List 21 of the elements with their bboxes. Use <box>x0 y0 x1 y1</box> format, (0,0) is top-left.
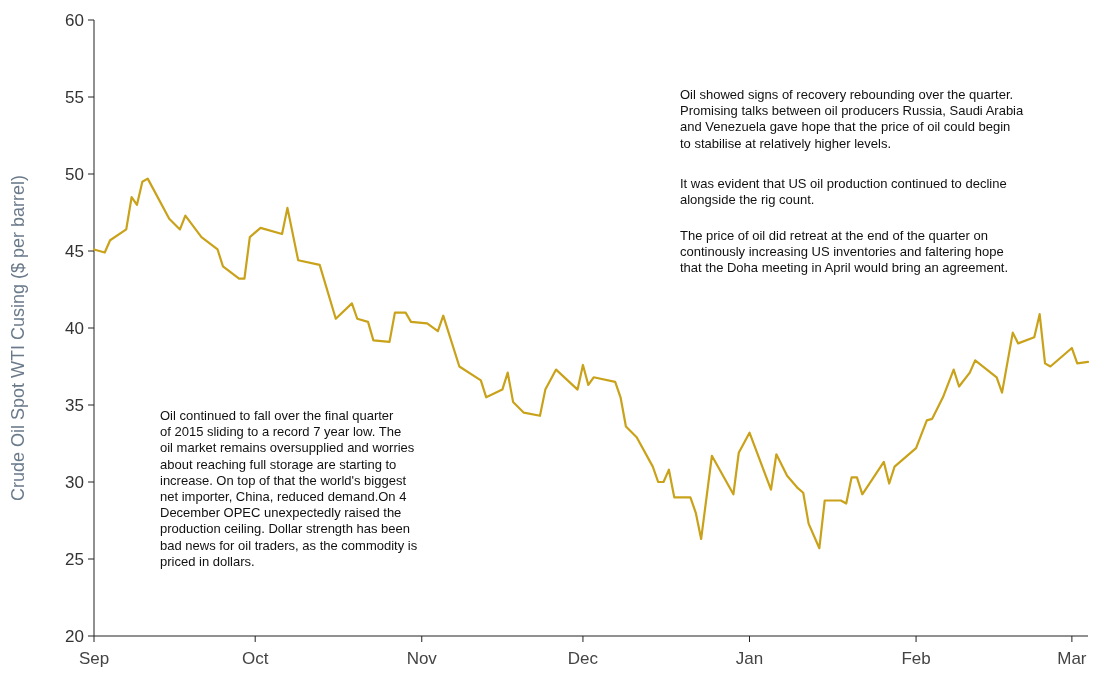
x-tick-label: Jan <box>735 649 764 668</box>
x-tick-label: Sep <box>78 649 110 668</box>
y-tick-label: 35 <box>65 395 84 415</box>
x-tick-label: Oct <box>241 649 269 668</box>
y-tick-label: 50 <box>65 164 84 184</box>
y-tick-label: 45 <box>65 241 84 261</box>
text: Oil continued to fall over the final quarter of 2015 sliding to a record 7 year low. The oil market remains oversupplied and worries about reaching full storage are starting to increase. On top of that the world's biggest net importer, China, reduced demand.On 4 December OPEC unexpectedly raised the production ceiling. Dollar strength has been bad news for oil traders, as the commodity is priced in dollars. <box>160 408 418 569</box>
x-tick-label: Dec <box>567 649 599 668</box>
y-tick-label: 20 <box>65 626 84 646</box>
y-tick-label: 55 <box>65 87 84 107</box>
x-tick-label: Nov <box>406 649 438 668</box>
y-tick-label: 30 <box>65 472 84 492</box>
y-axis-title: Crude Oil Spot WTI Cusing ($ per barrel) <box>8 174 28 502</box>
annotation: Oil showed signs of recovery rebounding over the quarter. Promising talks between oil producers Russia, Saudi Arabia and Venezuela gave hope that the price of oil could begin to stabilise at relatively higher levels. <box>680 87 1024 151</box>
x-tick-label: Mar <box>1057 649 1087 668</box>
x-tick-label: Feb <box>901 649 931 668</box>
annotation: It was evident that US oil production continued to decline alongside the rig count. <box>680 176 1007 208</box>
annotation: The price of oil did retreat at the end of the quarter on continously increasing US inventories and faltering hope that the Doha meeting in April would bring an agreement. <box>680 228 1009 276</box>
y-tick-label: 40 <box>65 318 84 338</box>
y-tick-label: 60 <box>65 10 84 30</box>
y-tick-label: 25 <box>65 549 84 569</box>
